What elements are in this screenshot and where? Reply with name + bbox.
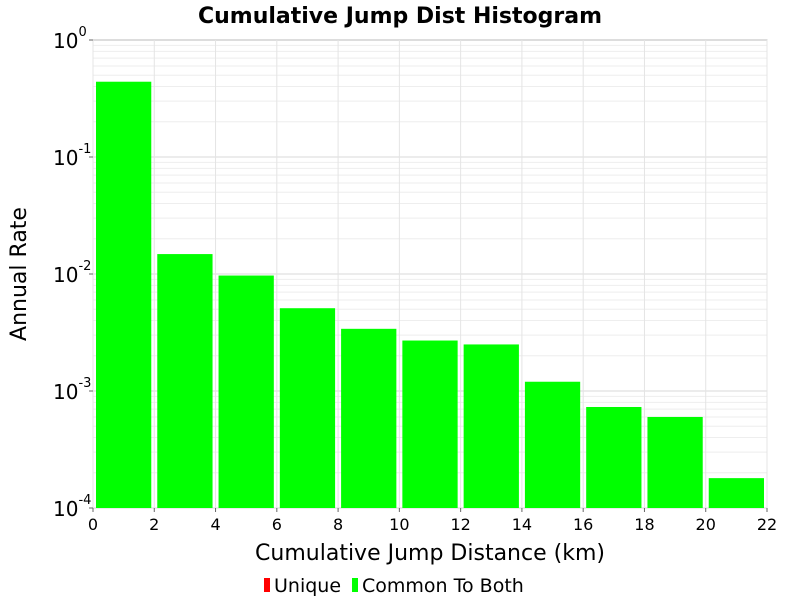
- y-tick-label: 100: [53, 25, 87, 53]
- chart-title: Cumulative Jump Dist Histogram: [198, 4, 602, 29]
- x-tick-label: 20: [696, 515, 716, 534]
- y-tick-label: 10-4: [53, 493, 91, 521]
- x-tick-label: 14: [512, 515, 532, 534]
- bar: [708, 478, 764, 508]
- x-axis-label: Cumulative Jump Distance (km): [255, 541, 605, 566]
- y-tick-label: 10-3: [53, 376, 91, 404]
- legend-swatch-common: [352, 578, 358, 592]
- bar: [96, 81, 152, 508]
- bar: [586, 406, 642, 508]
- x-tick-label: 22: [757, 515, 777, 534]
- legend-label-unique: Unique: [274, 575, 341, 597]
- bar: [402, 340, 458, 508]
- bar: [218, 275, 274, 508]
- bar: [157, 254, 213, 508]
- legend: Unique Common To Both: [264, 575, 524, 597]
- x-tick-label: 6: [272, 515, 282, 534]
- y-axis-label: Annual Rate: [7, 207, 32, 341]
- x-tick-label: 4: [210, 515, 220, 534]
- y-axis-ticks: 100 10-1 10-2 10-3 10-4: [53, 25, 93, 521]
- x-tick-label: 18: [634, 515, 654, 534]
- legend-label-common: Common To Both: [362, 575, 524, 597]
- bars: [96, 81, 764, 508]
- bar: [279, 308, 336, 508]
- x-tick-label: 12: [450, 515, 470, 534]
- bar: [341, 328, 397, 508]
- y-tick-label: 10-2: [53, 259, 91, 287]
- legend-swatch-unique: [264, 578, 270, 592]
- x-axis-ticks: 0 2 4 6 8 10 12 14 16 18 20 22: [88, 508, 777, 534]
- x-tick-label: 0: [88, 515, 98, 534]
- x-tick-label: 8: [333, 515, 343, 534]
- bar: [463, 344, 519, 508]
- x-tick-label: 16: [573, 515, 593, 534]
- x-tick-label: 2: [149, 515, 159, 534]
- x-tick-label: 10: [389, 515, 409, 534]
- bar: [524, 381, 581, 508]
- y-tick-label: 10-1: [53, 142, 91, 170]
- bar: [647, 416, 703, 508]
